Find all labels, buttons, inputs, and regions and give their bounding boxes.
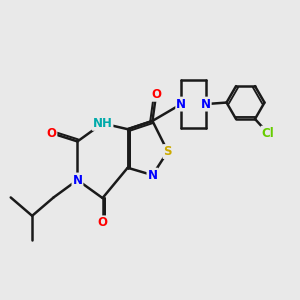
Text: N: N	[72, 173, 82, 187]
Text: N: N	[147, 169, 158, 182]
Text: N: N	[176, 98, 186, 111]
Text: N: N	[201, 98, 211, 111]
Text: O: O	[151, 88, 161, 101]
Text: Cl: Cl	[262, 127, 274, 140]
Text: NH: NH	[93, 117, 112, 130]
Text: O: O	[46, 127, 56, 140]
Text: O: O	[98, 216, 108, 230]
Text: S: S	[164, 145, 172, 158]
